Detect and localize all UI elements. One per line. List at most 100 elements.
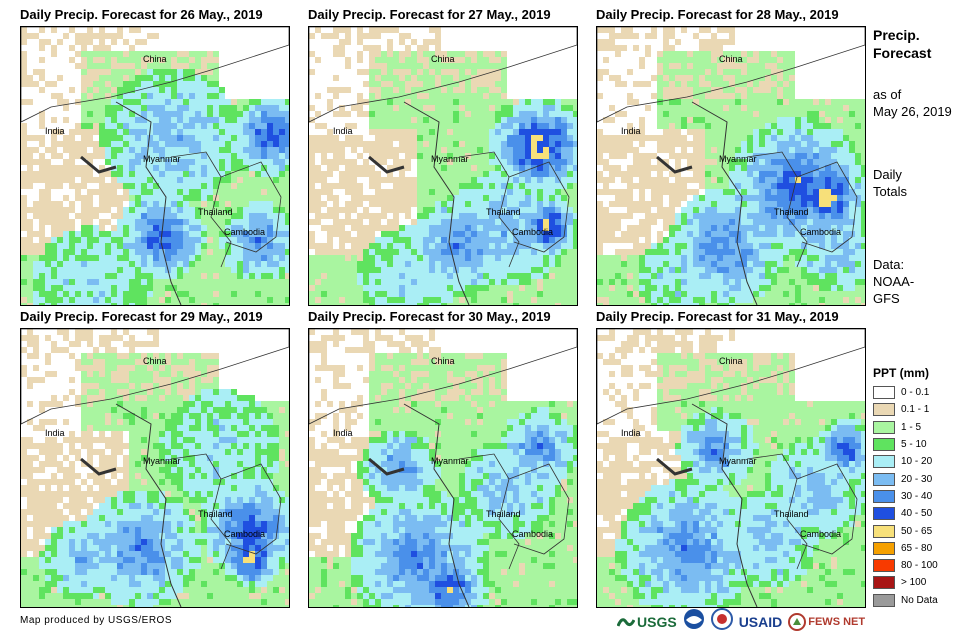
panel-title: Daily Precip. Forecast for 29 May., 2019 — [20, 309, 263, 324]
legend-label: 0 - 0.1 — [901, 387, 930, 399]
legend-label: 65 - 80 — [901, 542, 933, 554]
map-label-india: India — [45, 126, 65, 136]
legend-label: > 100 — [901, 577, 927, 589]
legend-item: 5 - 10 — [873, 436, 938, 453]
forecast-panel-5: Daily Precip. Forecast for 30 May., 2019… — [308, 308, 579, 608]
panel-title: Daily Precip. Forecast for 30 May., 2019 — [308, 309, 551, 324]
data-source: Data: NOAA- GFS — [873, 256, 914, 307]
map-label-myanmar: Myanmar — [143, 456, 181, 466]
precip-raster: China India Myanmar Thailand Cambodia — [21, 27, 289, 305]
precip-raster: China India Myanmar Thailand Cambodia — [309, 329, 577, 607]
legend-label: 1 - 5 — [901, 421, 922, 433]
forecast-panel-3: Daily Precip. Forecast for 28 May., 2019… — [596, 6, 867, 306]
map-label-china: China — [719, 356, 743, 366]
map-label-cambodia: Cambodia — [800, 227, 841, 237]
agency-logos: USGS USAID FEWS NET — [617, 608, 865, 635]
map-label-china: China — [143, 356, 167, 366]
legend-item: 80 - 100 — [873, 557, 938, 574]
legend-swatch — [873, 524, 895, 538]
map-label-china: China — [431, 54, 455, 64]
precip-raster: China India Myanmar Thailand Cambodia — [21, 329, 289, 607]
map-label-cambodia: Cambodia — [512, 227, 553, 237]
map-label-myanmar: Myanmar — [431, 456, 469, 466]
legend: PPT (mm) 0 - 0.1 0.1 - 1 1 - 5 5 - 10 10 - 2… — [873, 366, 938, 609]
legend-item: 65 - 80 — [873, 540, 938, 557]
legend-item: 0 - 0.1 — [873, 384, 938, 401]
map-label-india: India — [333, 428, 353, 438]
map-label-thailand: Thailand — [774, 207, 809, 217]
totals-line1: Daily — [873, 167, 902, 182]
precip-raster: China India Myanmar Thailand Cambodia — [309, 27, 577, 305]
side-title-line2: Forecast — [873, 45, 932, 61]
legend-item: 30 - 40 — [873, 488, 938, 505]
legend-swatch — [873, 472, 895, 486]
map-label-china: China — [143, 54, 167, 64]
legend-label: 50 - 65 — [901, 525, 933, 537]
legend-swatch — [873, 559, 895, 573]
legend-label: 40 - 50 — [901, 508, 933, 520]
map-label-thailand: Thailand — [198, 509, 233, 519]
legend-swatch — [873, 541, 895, 555]
legend-swatch — [873, 420, 895, 434]
map-label-india: India — [621, 126, 641, 136]
precip-map: China India Myanmar Thailand Cambodia — [596, 26, 866, 306]
legend-label: 0.1 - 1 — [901, 404, 930, 416]
map-label-myanmar: Myanmar — [719, 456, 757, 466]
legend-swatch — [873, 507, 895, 521]
legend-swatch — [873, 576, 895, 590]
forecast-panel-4: Daily Precip. Forecast for 29 May., 2019… — [20, 308, 291, 608]
legend-swatch — [873, 455, 895, 469]
map-label-myanmar: Myanmar — [431, 154, 469, 164]
legend-label: 30 - 40 — [901, 490, 933, 502]
map-label-china: China — [431, 356, 455, 366]
map-label-cambodia: Cambodia — [512, 529, 553, 539]
map-label-cambodia: Cambodia — [800, 529, 841, 539]
legend-item: 10 - 20 — [873, 453, 938, 470]
precip-map: China India Myanmar Thailand Cambodia — [20, 26, 290, 306]
usgs-logo: USGS — [617, 614, 677, 630]
legend-item: 20 - 30 — [873, 470, 938, 487]
legend-item: No Data — [873, 592, 938, 609]
legend-label: 10 - 20 — [901, 456, 933, 468]
panel-title: Daily Precip. Forecast for 26 May., 2019 — [20, 7, 263, 22]
as-of-date: as of May 26, 2019 — [873, 86, 952, 120]
precip-map: China India Myanmar Thailand Cambodia — [308, 26, 578, 306]
as-of-line2: May 26, 2019 — [873, 104, 952, 119]
legend-item: 0.1 - 1 — [873, 401, 938, 418]
legend-swatch — [873, 593, 895, 607]
credit-text: Map produced by USGS/EROS — [20, 615, 173, 626]
legend-swatch — [873, 489, 895, 503]
legend-swatch — [873, 438, 895, 452]
forecast-panel-1: Daily Precip. Forecast for 26 May., 2019… — [20, 6, 291, 306]
data-line2: NOAA- — [873, 274, 915, 289]
map-label-cambodia: Cambodia — [224, 227, 265, 237]
data-line3: GFS — [873, 291, 900, 306]
precip-raster: China India Myanmar Thailand Cambodia — [597, 329, 865, 607]
usaid-logo: USAID — [738, 613, 783, 630]
map-label-myanmar: Myanmar — [719, 154, 757, 164]
legend-label: 80 - 100 — [901, 560, 938, 572]
data-line1: Data: — [873, 257, 905, 272]
forecast-panel-6: Daily Precip. Forecast for 31 May., 2019… — [596, 308, 867, 608]
map-label-myanmar: Myanmar — [143, 154, 181, 164]
legend-title: PPT (mm) — [873, 366, 930, 380]
panel-title: Daily Precip. Forecast for 28 May., 2019 — [596, 7, 839, 22]
map-label-thailand: Thailand — [774, 509, 809, 519]
noaa-logo — [683, 608, 705, 635]
legend-swatch — [873, 403, 895, 417]
map-label-cambodia: Cambodia — [224, 529, 265, 539]
map-label-india: India — [621, 428, 641, 438]
legend-item: 1 - 5 — [873, 419, 938, 436]
panel-title: Daily Precip. Forecast for 27 May., 2019 — [308, 7, 551, 22]
doi-seal-logo — [710, 608, 733, 635]
fews-net-logo: FEWS NET — [788, 612, 865, 631]
totals-line2: Totals — [873, 184, 907, 199]
map-label-india: India — [333, 126, 353, 136]
map-label-china: China — [719, 54, 743, 64]
legend-item: > 100 — [873, 574, 938, 591]
precip-map: China India Myanmar Thailand Cambodia — [20, 328, 290, 608]
legend-item: 50 - 65 — [873, 522, 938, 539]
legend-label: 20 - 30 — [901, 473, 933, 485]
map-label-thailand: Thailand — [486, 207, 521, 217]
as-of-line1: as of — [873, 87, 902, 102]
